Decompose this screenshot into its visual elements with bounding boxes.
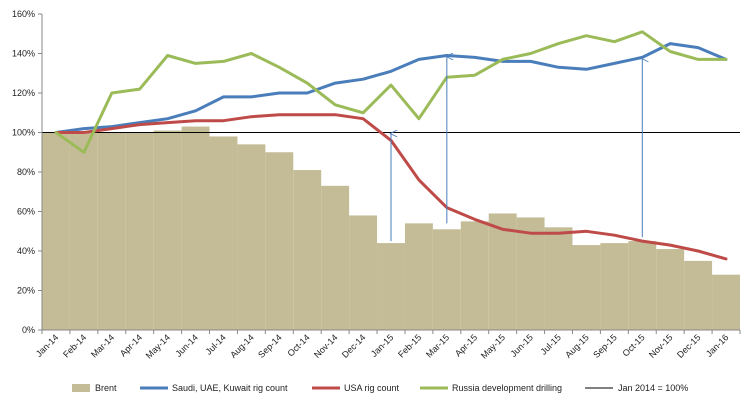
brent-bar	[516, 217, 545, 330]
y-tick-label: 60%	[17, 207, 35, 217]
brent-bar	[488, 213, 517, 330]
x-tick-label: Mar-15	[424, 332, 451, 359]
x-tick-label: Jul-15	[539, 332, 563, 356]
y-tick-label: 100%	[12, 128, 35, 138]
x-tick-label: May-14	[144, 332, 172, 360]
x-tick-label: May-15	[479, 332, 507, 360]
x-tick-label: Feb-14	[61, 332, 88, 359]
legend-label: Russia development drilling	[452, 383, 562, 393]
y-tick-label: 160%	[12, 9, 35, 19]
series-line	[54, 42, 728, 134]
x-tick-label: Mar-14	[89, 332, 116, 359]
brent-bar	[293, 170, 322, 330]
x-tick-label: Apr-15	[453, 332, 479, 358]
brent-bar	[544, 227, 573, 330]
annotation-arrows	[391, 56, 642, 242]
brent-bar	[42, 132, 70, 330]
brent-bar	[349, 215, 378, 330]
x-tick-label: Apr-14	[118, 332, 144, 358]
brent-bar	[237, 144, 266, 330]
brent-bar	[572, 245, 601, 330]
brent-bar	[125, 132, 154, 330]
y-tick-label: 20%	[17, 286, 35, 296]
x-tick-label: Jun-15	[508, 332, 535, 359]
x-tick-label: Jan-14	[34, 332, 61, 359]
x-tick-label: Jun-14	[173, 332, 200, 359]
x-tick-label: Dec-14	[340, 332, 368, 360]
brent-bar	[656, 249, 685, 330]
x-tick-label: Sep-14	[256, 332, 284, 360]
y-tick-label: 80%	[17, 167, 35, 177]
brent-bar	[265, 152, 294, 330]
legend-label: Jan 2014 = 100%	[618, 383, 688, 393]
series-line	[54, 30, 728, 154]
y-tick-label: 120%	[12, 88, 35, 98]
brent-bar	[600, 243, 629, 330]
x-tick-label: Aug-14	[228, 332, 256, 360]
x-tick-label: Oct-14	[285, 332, 311, 358]
x-tick-label: Feb-15	[396, 332, 423, 359]
x-tick-label: Jan-15	[369, 332, 396, 359]
brent-bar	[628, 241, 657, 330]
brent-bar	[321, 185, 350, 330]
y-tick-label: 40%	[17, 246, 35, 256]
x-tick-label: Dec-15	[675, 332, 703, 360]
x-tick-label: Nov-15	[647, 332, 675, 360]
brent-bar	[97, 132, 126, 330]
x-tick-label: Jan-16	[704, 332, 731, 359]
legend-swatch-brent	[72, 384, 90, 392]
brent-bar	[153, 130, 182, 330]
x-tick-label: Jul-14	[203, 332, 227, 356]
x-tick-label: Sep-15	[591, 332, 619, 360]
legend-label: USA rig count	[344, 383, 400, 393]
y-tick-label: 140%	[12, 49, 35, 59]
brent-bar	[432, 229, 461, 330]
x-tick-label: Oct-15	[621, 332, 647, 358]
x-tick-label: Nov-14	[312, 332, 340, 360]
brent-bar	[712, 274, 740, 330]
legend: Brent Saudi, UAE, Kuwait rig count USA rig…	[72, 383, 688, 393]
legend-label: Brent	[95, 383, 117, 393]
brent-bar	[181, 126, 210, 330]
brent-bar	[377, 243, 405, 330]
y-tick-label: 0%	[22, 325, 35, 335]
legend-label: Saudi, UAE, Kuwait rig count	[172, 383, 288, 393]
brent-bar	[460, 221, 489, 330]
brent-bar	[69, 132, 98, 330]
brent-bars	[42, 126, 740, 330]
x-tick-label: Aug-15	[563, 332, 591, 360]
brent-bar	[404, 223, 433, 330]
brent-bar	[684, 260, 713, 330]
brent-bar	[209, 136, 238, 330]
